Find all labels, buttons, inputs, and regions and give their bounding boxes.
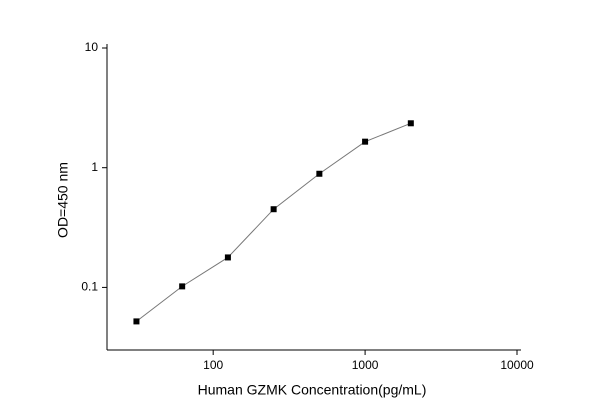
point [316, 170, 323, 177]
point [224, 254, 231, 261]
point [362, 138, 369, 145]
y-axis-label: OD=450 nm [55, 162, 71, 238]
point [407, 120, 414, 127]
line [136, 122, 412, 322]
x-axis-label: Human GZMK Concentration(pg/mL) [198, 382, 427, 398]
point [133, 318, 140, 325]
y-tick-label: 0.1 [81, 280, 98, 294]
x-tick-label: 100 [203, 358, 223, 372]
x-tick-label: 10000 [500, 358, 534, 372]
point [270, 206, 277, 213]
point [179, 283, 186, 290]
y-tick-label: 1 [91, 160, 98, 174]
x-tick-label: 1000 [352, 358, 379, 372]
y-tick-label: 10 [85, 40, 99, 54]
